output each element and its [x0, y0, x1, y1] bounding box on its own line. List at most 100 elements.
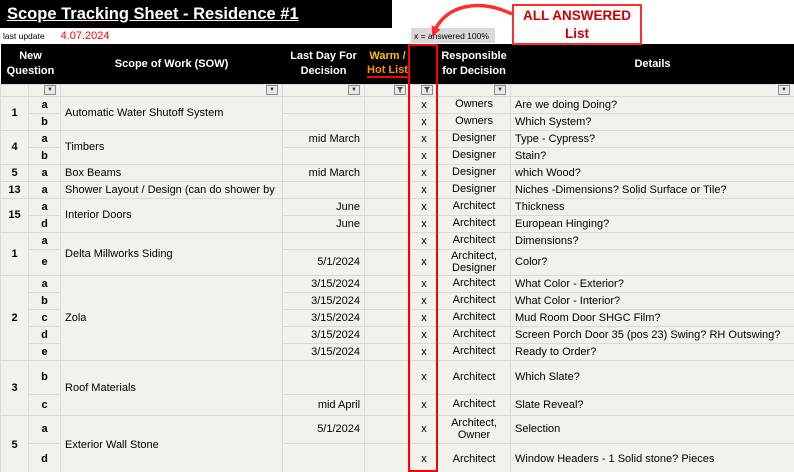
answered-cell[interactable]: x [410, 274, 439, 293]
question-letter[interactable]: a [27, 163, 62, 182]
question-number[interactable]: 15 [0, 197, 29, 233]
sow-cell[interactable]: Delta Millworks Siding [60, 231, 284, 276]
answered-cell[interactable]: x [410, 414, 439, 444]
answered-cell[interactable]: x [410, 248, 439, 276]
warm-hot-cell[interactable] [364, 95, 412, 114]
question-letter[interactable]: b [27, 112, 62, 131]
sow-cell[interactable]: Timbers [60, 129, 284, 165]
answered-cell[interactable]: x [410, 163, 439, 182]
responsible-cell[interactable]: Architect [437, 231, 512, 250]
answered-cell[interactable]: x [410, 95, 439, 114]
responsible-cell[interactable]: Architect [437, 442, 512, 472]
decision-date-cell[interactable]: 3/15/2024 [282, 325, 366, 344]
warm-hot-cell[interactable] [364, 197, 412, 216]
answered-cell[interactable]: x [410, 214, 439, 233]
decision-date-cell[interactable] [282, 95, 366, 114]
question-letter[interactable]: d [27, 442, 62, 472]
decision-date-cell[interactable]: mid March [282, 129, 366, 148]
question-letter[interactable]: e [27, 248, 62, 276]
warm-hot-cell[interactable] [364, 393, 412, 416]
details-cell[interactable]: What Color - Interior? [510, 291, 794, 310]
details-cell[interactable]: Type - Cypress? [510, 129, 794, 148]
details-cell[interactable]: Which System? [510, 112, 794, 131]
answered-cell[interactable]: x [410, 393, 439, 416]
responsible-cell[interactable]: Architect, Owner [437, 414, 512, 444]
filter-dropdown-icon[interactable]: ▼ [44, 85, 57, 95]
question-letter[interactable]: d [27, 325, 62, 344]
question-letter[interactable]: b [27, 291, 62, 310]
details-cell[interactable]: Mud Room Door SHGC Film? [510, 308, 794, 327]
question-letter[interactable]: a [27, 180, 62, 199]
answered-cell[interactable]: x [410, 442, 439, 472]
warm-hot-cell[interactable] [364, 214, 412, 233]
details-cell[interactable]: Slate Reveal? [510, 393, 794, 416]
decision-date-cell[interactable]: June [282, 214, 366, 233]
question-letter[interactable]: a [27, 231, 62, 250]
question-number[interactable]: 3 [0, 359, 29, 416]
sow-cell[interactable]: Roof Materials [60, 359, 284, 416]
warm-hot-cell[interactable] [364, 325, 412, 344]
details-cell[interactable]: Which Slate? [510, 359, 794, 395]
responsible-cell[interactable]: Architect [437, 325, 512, 344]
warm-hot-cell[interactable] [364, 291, 412, 310]
decision-date-cell[interactable]: mid March [282, 163, 366, 182]
responsible-cell[interactable]: Architect [437, 308, 512, 327]
responsible-cell[interactable]: Architect [437, 197, 512, 216]
decision-date-cell[interactable]: 3/15/2024 [282, 342, 366, 361]
responsible-cell[interactable]: Architect [437, 214, 512, 233]
responsible-cell[interactable]: Architect [437, 274, 512, 293]
warm-hot-cell[interactable] [364, 442, 412, 472]
question-letter[interactable]: c [27, 308, 62, 327]
warm-hot-cell[interactable] [364, 308, 412, 327]
decision-date-cell[interactable]: June [282, 197, 366, 216]
decision-date-cell[interactable]: 3/15/2024 [282, 274, 366, 293]
answered-cell[interactable]: x [410, 359, 439, 395]
question-letter[interactable]: a [27, 95, 62, 114]
answered-cell[interactable]: x [410, 308, 439, 327]
details-cell[interactable]: Ready to Order? [510, 342, 794, 361]
question-letter[interactable]: a [27, 129, 62, 148]
sow-cell[interactable]: Zola [60, 274, 284, 361]
responsible-cell[interactable]: Designer [437, 180, 512, 199]
question-number[interactable]: 1 [0, 231, 29, 276]
question-number[interactable]: 4 [0, 129, 29, 165]
warm-hot-cell[interactable] [364, 342, 412, 361]
warm-hot-cell[interactable] [364, 129, 412, 148]
question-letter[interactable]: c [27, 393, 62, 416]
answered-cell[interactable]: x [410, 291, 439, 310]
responsible-cell[interactable]: Designer [437, 129, 512, 148]
question-letter[interactable]: d [27, 214, 62, 233]
details-cell[interactable]: European Hinging? [510, 214, 794, 233]
question-number[interactable]: 5 [0, 163, 29, 182]
decision-date-cell[interactable] [282, 146, 366, 165]
decision-date-cell[interactable]: mid April [282, 393, 366, 416]
warm-hot-cell[interactable] [364, 112, 412, 131]
question-number[interactable]: 13 [0, 180, 29, 199]
details-cell[interactable]: Screen Porch Door 35 (pos 23) Swing? RH … [510, 325, 794, 344]
responsible-cell[interactable]: Architect [437, 291, 512, 310]
sow-cell[interactable]: Box Beams [60, 163, 284, 182]
sow-cell[interactable]: Shower Layout / Design (can do shower by [60, 180, 284, 199]
question-letter[interactable]: a [27, 197, 62, 216]
details-cell[interactable]: Niches -Dimensions? Solid Surface or Til… [510, 180, 794, 199]
responsible-cell[interactable]: Architect, Designer [437, 248, 512, 276]
details-cell[interactable]: What Color - Exterior? [510, 274, 794, 293]
responsible-cell[interactable]: Designer [437, 146, 512, 165]
sow-cell[interactable]: Interior Doors [60, 197, 284, 233]
details-cell[interactable]: Selection [510, 414, 794, 444]
filter-dropdown-icon[interactable]: ▼ [348, 85, 361, 95]
details-cell[interactable]: which Wood? [510, 163, 794, 182]
warm-hot-cell[interactable] [364, 146, 412, 165]
warm-hot-cell[interactable] [364, 163, 412, 182]
decision-date-cell[interactable] [282, 442, 366, 472]
question-letter[interactable]: b [27, 359, 62, 395]
decision-date-cell[interactable]: 5/1/2024 [282, 248, 366, 276]
question-letter[interactable]: a [27, 274, 62, 293]
decision-date-cell[interactable] [282, 231, 366, 250]
answered-cell[interactable]: x [410, 342, 439, 361]
question-number[interactable]: 2 [0, 274, 29, 361]
decision-date-cell[interactable]: 3/15/2024 [282, 308, 366, 327]
warm-hot-cell[interactable] [364, 274, 412, 293]
details-cell[interactable]: Color? [510, 248, 794, 276]
responsible-cell[interactable]: Architect [437, 342, 512, 361]
